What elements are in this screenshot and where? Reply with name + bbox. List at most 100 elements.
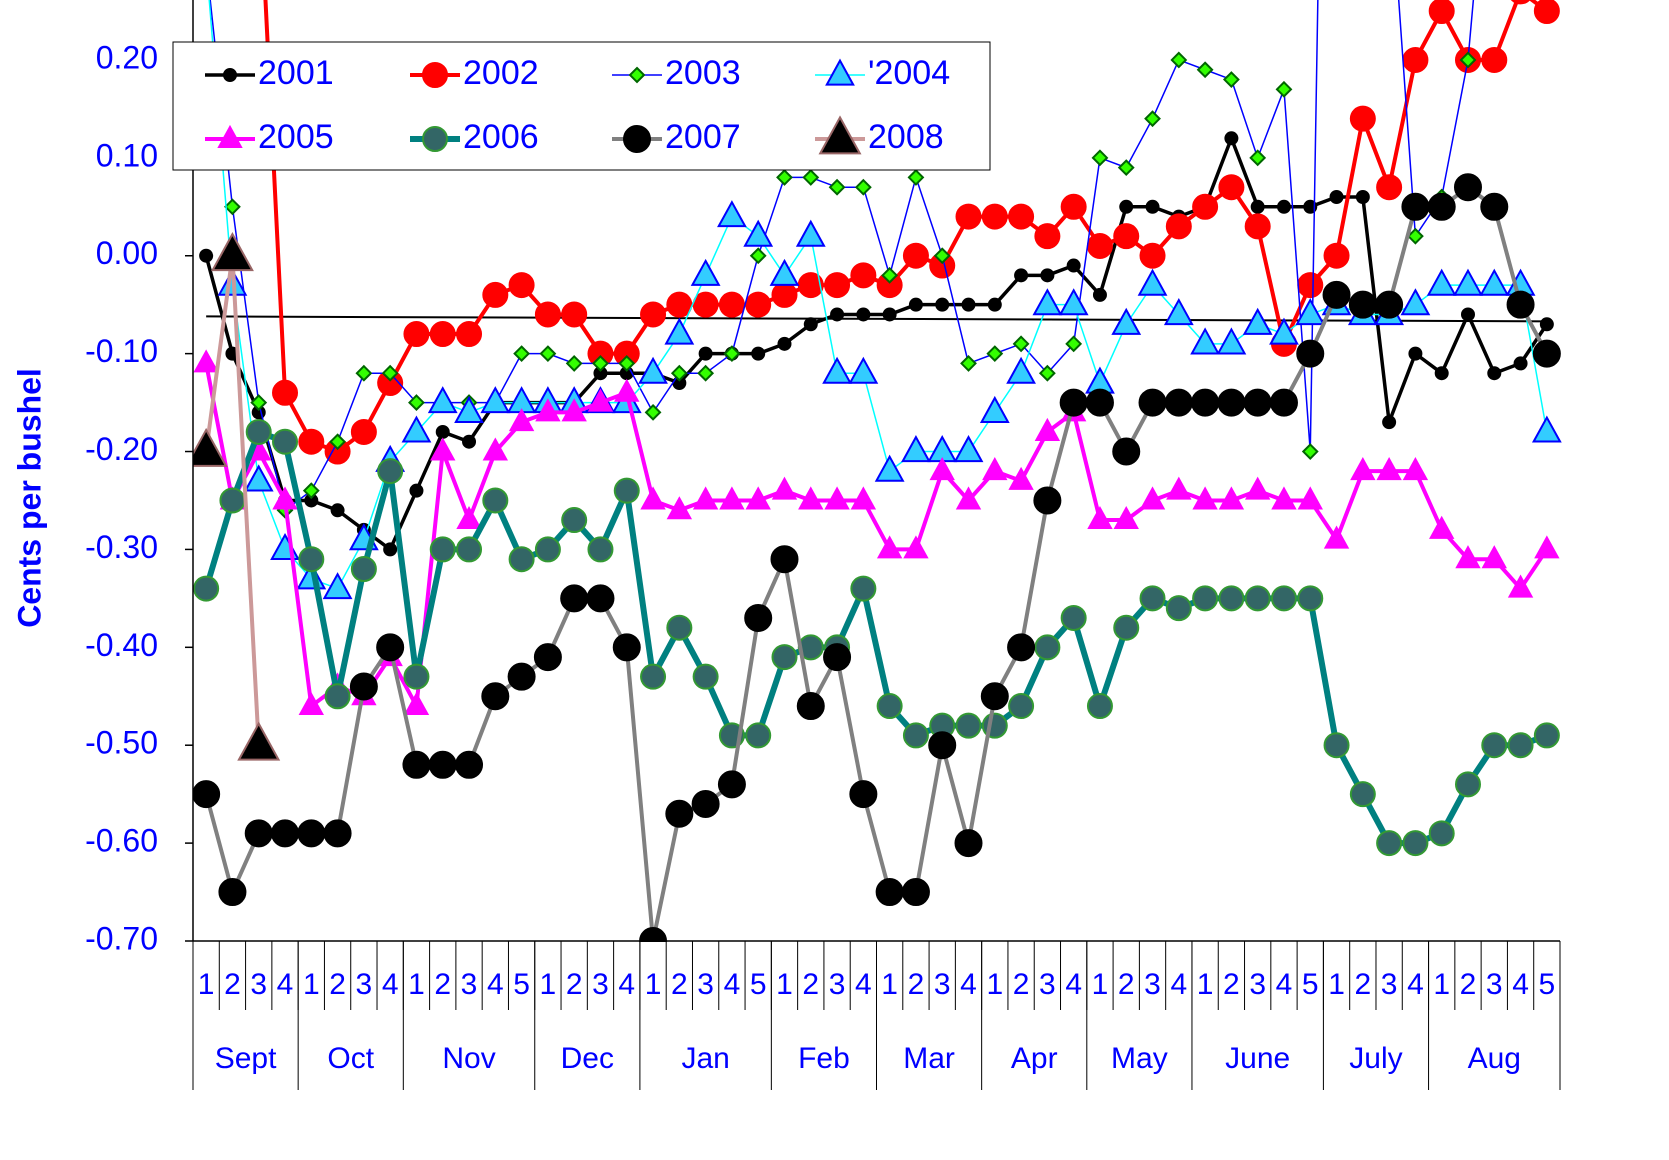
x-tick-label: 1 [408,968,425,1001]
data-point [981,203,1008,230]
data-point [803,317,818,332]
data-point [1112,437,1141,466]
data-point [539,345,557,363]
x-tick-label: 2 [802,968,819,1001]
month-label: June [1225,1042,1290,1075]
data-point [1376,830,1403,857]
legend-label: 2001 [258,54,334,92]
x-tick-label: 2 [1460,968,1477,1001]
x-tick-label: 2 [224,968,241,1001]
data-point [795,219,826,247]
data-point [1014,268,1029,283]
data-point [561,301,588,328]
data-point [272,379,299,406]
data-point [850,486,877,510]
data-point [1058,288,1089,316]
data-point [612,633,641,662]
data-point [430,437,456,461]
data-point [796,692,825,721]
month-label: Nov [442,1042,495,1075]
data-point [1348,290,1377,319]
x-tick-label: 5 [1302,968,1319,1001]
data-point [587,388,614,412]
data-point [644,403,662,421]
x-tick-label: 4 [1512,968,1529,1001]
data-point [1297,585,1324,612]
data-point [823,643,852,672]
x-tick-label: 2 [566,968,583,1001]
y-tick-label: -0.30 [85,529,158,565]
data-point [1007,633,1036,662]
x-tick-label: 3 [1249,968,1266,1001]
data-point [690,258,721,286]
data-point [422,126,448,152]
data-point [1507,732,1534,759]
data-point [828,178,846,196]
x-tick-label: 4 [960,968,977,1001]
data-point [298,691,324,716]
data-point [1066,258,1081,273]
data-point [986,345,1004,363]
data-point [691,789,720,818]
x-tick-label: 3 [1039,968,1056,1001]
data-point [982,457,1008,481]
data-point [272,486,298,510]
data-point [592,355,609,372]
data-point [1533,722,1560,749]
data-point [955,203,982,230]
data-point [217,124,243,148]
data-point [953,435,984,463]
data-point [1222,71,1240,88]
data-point [1487,366,1502,381]
data-point [664,317,695,345]
data-point [508,546,535,573]
legend-label: 2005 [258,118,334,156]
data-point [1249,149,1267,167]
data-point [849,780,878,809]
month-label: Oct [327,1042,374,1075]
data-point [929,457,955,481]
x-tick-label: 1 [540,968,557,1001]
month-label: Mar [903,1042,955,1075]
x-tick-label: 1 [1092,968,1109,1001]
data-point [482,437,509,461]
data-point [1481,545,1507,569]
data-point [193,780,221,809]
data-point [1481,46,1508,73]
data-point [1402,830,1429,857]
data-point [618,355,636,372]
data-point [1244,585,1271,612]
data-point [856,307,871,322]
data-point [428,750,457,779]
data-point [802,169,820,186]
month-label: May [1111,1042,1168,1075]
data-point [455,750,484,779]
y-tick-label: 0.20 [96,39,158,75]
data-point [422,62,448,88]
data-point [298,428,325,455]
data-point [403,321,430,348]
x-tick-label: 1 [198,968,215,1001]
data-point [1060,604,1087,631]
series-line [204,136,1549,552]
x-tick-label: 5 [750,968,767,1001]
data-point [1329,190,1344,204]
data-point [744,603,773,632]
data-point [980,682,1009,711]
data-point [818,115,862,155]
data-point [769,258,800,286]
data-point [666,496,693,520]
data-point [717,770,746,799]
data-point [1139,486,1166,510]
data-point [777,336,792,351]
legend-label: 2006 [463,118,539,156]
data-point [745,291,772,318]
data-point [908,297,923,312]
data-point [1217,388,1246,417]
data-point [1534,535,1560,559]
data-point [429,536,456,563]
x-tick-label: 1 [645,968,662,1001]
data-point [561,507,588,534]
x-tick-label: 2 [434,968,451,1001]
data-point [1453,268,1483,296]
